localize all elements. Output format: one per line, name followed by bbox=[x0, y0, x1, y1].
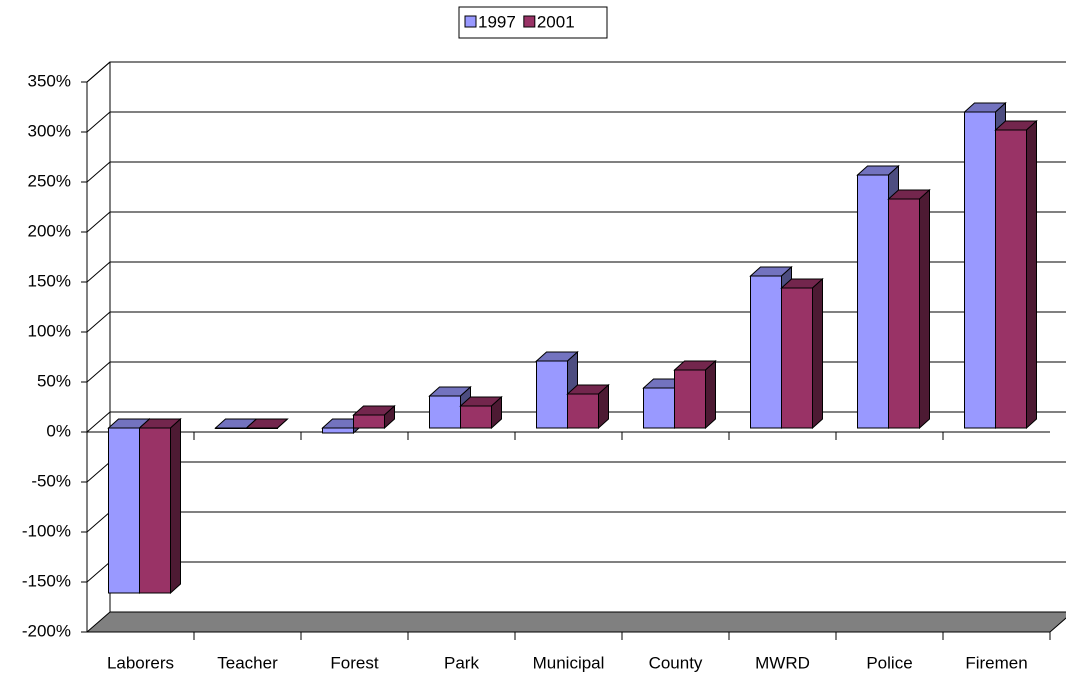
y-tick-label: 300% bbox=[28, 121, 71, 140]
bar-side bbox=[277, 418, 288, 429]
grid-line bbox=[86, 411, 1066, 433]
bar-side bbox=[705, 359, 716, 430]
legend-label: 1997 bbox=[478, 12, 516, 31]
legend-swatch bbox=[464, 15, 477, 28]
y-tick-label: -200% bbox=[22, 621, 71, 640]
x-tick-label: Park bbox=[444, 653, 479, 672]
bar-side bbox=[812, 277, 823, 430]
x-tick-label: County bbox=[649, 653, 703, 672]
y-tick-label: 200% bbox=[28, 221, 71, 240]
bar-side bbox=[491, 395, 502, 430]
legend-label: 2001 bbox=[537, 12, 575, 31]
y-tick-label: 350% bbox=[28, 71, 71, 90]
bar-front bbox=[460, 405, 492, 429]
bar-side bbox=[384, 404, 395, 430]
x-tick-label: Municipal bbox=[533, 653, 605, 672]
bar-side bbox=[1026, 119, 1037, 430]
bar-front bbox=[857, 174, 889, 429]
legend: 1997 2001 bbox=[458, 6, 608, 39]
bar bbox=[887, 188, 931, 430]
bar-front bbox=[108, 427, 140, 594]
grid-line bbox=[86, 511, 1066, 533]
y-tick-label: 0% bbox=[46, 421, 71, 440]
bar bbox=[138, 417, 182, 595]
bar-front bbox=[567, 393, 599, 429]
legend-swatch bbox=[523, 15, 536, 28]
y-tick-label: 250% bbox=[28, 171, 71, 190]
bar-front bbox=[964, 111, 996, 429]
bar-front bbox=[643, 387, 675, 429]
grid-line bbox=[86, 111, 1066, 133]
bar bbox=[780, 277, 824, 430]
bar-front bbox=[139, 427, 171, 594]
x-tick-label: Firemen bbox=[965, 653, 1027, 672]
grid-line bbox=[86, 211, 1066, 233]
bar bbox=[459, 395, 503, 430]
bar bbox=[352, 404, 396, 430]
x-tick-label: MWRD bbox=[755, 653, 810, 672]
grid-line bbox=[86, 261, 1066, 283]
y-tick-label: 150% bbox=[28, 271, 71, 290]
x-tick-label: Police bbox=[866, 653, 912, 672]
grid-line bbox=[86, 561, 1066, 583]
grid-line bbox=[86, 361, 1066, 383]
bar-front bbox=[674, 369, 706, 429]
bar bbox=[245, 418, 289, 429]
grid-line bbox=[86, 311, 1066, 333]
bar bbox=[673, 359, 717, 430]
bar bbox=[994, 119, 1038, 430]
bar-front bbox=[781, 287, 813, 429]
grid-line bbox=[86, 161, 1066, 183]
bar-front bbox=[429, 395, 461, 429]
bar-front bbox=[353, 414, 385, 429]
bar-front bbox=[750, 275, 782, 429]
y-tick-label: 50% bbox=[37, 371, 71, 390]
y-tick-label: -150% bbox=[22, 571, 71, 590]
bar-side bbox=[919, 188, 930, 430]
bar-front bbox=[322, 427, 354, 434]
bar-front bbox=[536, 360, 568, 429]
bar-front bbox=[995, 129, 1027, 429]
floor bbox=[85, 611, 1066, 633]
bar bbox=[566, 383, 610, 430]
bar-front bbox=[888, 198, 920, 429]
x-tick-label: Laborers bbox=[107, 653, 174, 672]
x-tick-label: Teacher bbox=[217, 653, 278, 672]
grid-line bbox=[86, 461, 1066, 483]
y-tick-label: -100% bbox=[22, 521, 71, 540]
bar-side bbox=[170, 417, 181, 595]
x-tick-label: Forest bbox=[330, 653, 378, 672]
bar-side bbox=[598, 383, 609, 430]
grid-line bbox=[86, 61, 1066, 83]
y-tick-label: 100% bbox=[28, 321, 71, 340]
y-tick-label: -50% bbox=[31, 471, 71, 490]
